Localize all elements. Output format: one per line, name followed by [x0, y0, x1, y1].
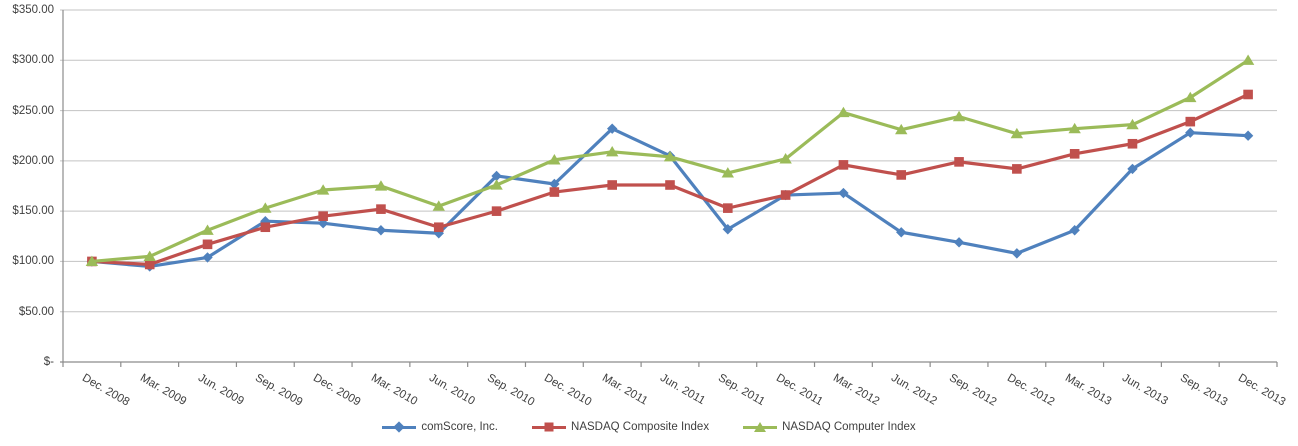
data-point-square — [144, 259, 155, 270]
data-point-triangle — [548, 154, 561, 165]
data-point-triangle — [85, 255, 99, 267]
data-point-diamond — [202, 252, 213, 263]
data-point-square — [549, 187, 560, 197]
data-point-square — [318, 211, 328, 221]
data-point-square — [433, 222, 444, 233]
data-point-diamond — [1127, 163, 1138, 175]
y-axis-tick-label: $300.00 — [12, 54, 54, 67]
series-line — [90, 92, 1250, 267]
data-point-triangle — [316, 184, 330, 195]
data-point-diamond — [1242, 130, 1254, 141]
data-point-diamond — [896, 227, 907, 238]
legend-square-marker-icon — [532, 422, 567, 433]
data-point-square — [665, 180, 675, 190]
data-point-square — [1243, 89, 1253, 100]
data-point-triangle — [895, 123, 908, 135]
legend-label: comScore, Inc. — [421, 421, 499, 433]
legend-triangle-marker-icon — [743, 422, 778, 433]
data-point-square — [838, 160, 849, 170]
y-axis-tick-label: $50.00 — [18, 305, 54, 318]
data-point-triangle — [432, 200, 445, 211]
data-point-diamond — [953, 237, 965, 248]
data-point-diamond — [375, 225, 387, 236]
data-point-triangle — [374, 180, 388, 191]
data-point-triangle — [1126, 118, 1139, 130]
legend-item: comScore, Inc. — [382, 421, 498, 433]
data-point-square — [1127, 138, 1138, 149]
legend-label: NASDAQ Computer Index — [782, 421, 916, 433]
data-point-square — [1185, 116, 1196, 127]
y-axis-tick-label: $150.00 — [12, 205, 54, 218]
data-point-square — [954, 157, 964, 167]
data-point-triangle — [663, 151, 677, 162]
legend-item: NASDAQ Computer Index — [743, 421, 916, 433]
data-point-triangle — [952, 110, 966, 122]
legend-label: NASDAQ Composite Index — [571, 421, 710, 433]
data-point-square — [607, 180, 617, 190]
data-point-triangle — [143, 250, 156, 261]
data-point-diamond — [838, 187, 849, 199]
legend-diamond-marker-icon — [382, 421, 417, 433]
data-point-diamond — [1185, 127, 1196, 138]
legend-marker — [544, 422, 554, 432]
data-point-triangle — [1010, 127, 1024, 139]
legend-marker — [754, 422, 767, 432]
data-point-square — [491, 206, 502, 216]
data-point-triangle — [259, 202, 272, 213]
y-axis-tick-label: $350.00 — [12, 4, 54, 16]
legend: comScore, Inc. NASDAQ Composite Index NASD… — [0, 421, 1298, 433]
data-point-triangle — [837, 106, 850, 118]
data-point-square — [1012, 164, 1022, 174]
data-point-triangle — [1068, 122, 1081, 134]
data-point-triangle — [201, 224, 214, 235]
data-point-square — [376, 204, 386, 214]
data-point-triangle — [721, 167, 735, 178]
y-axis-tick-label: $100.00 — [12, 255, 54, 268]
y-axis-tick-label: $200.00 — [12, 154, 54, 167]
data-point-diamond — [722, 224, 734, 235]
y-axis-tick-label: $- — [43, 356, 54, 368]
data-point-diamond — [1069, 225, 1080, 236]
data-point-diamond — [549, 178, 560, 190]
legend-item: NASDAQ Composite Index — [532, 421, 709, 433]
data-point-square — [202, 239, 213, 250]
data-point-triangle — [605, 146, 619, 157]
data-point-triangle — [779, 153, 792, 164]
data-point-square — [1069, 149, 1080, 159]
data-point-square — [896, 170, 907, 180]
data-point-triangle — [1241, 54, 1255, 65]
data-point-diamond — [606, 123, 618, 134]
data-point-diamond — [491, 170, 502, 182]
legend-marker — [393, 421, 405, 433]
data-point-diamond — [1011, 248, 1023, 259]
data-point-square — [780, 190, 791, 200]
data-point-triangle — [1184, 91, 1197, 103]
data-point-square — [260, 222, 271, 233]
data-point-square — [723, 203, 733, 213]
data-point-triangle — [490, 179, 503, 190]
y-axis-tick-label: $250.00 — [12, 104, 54, 117]
